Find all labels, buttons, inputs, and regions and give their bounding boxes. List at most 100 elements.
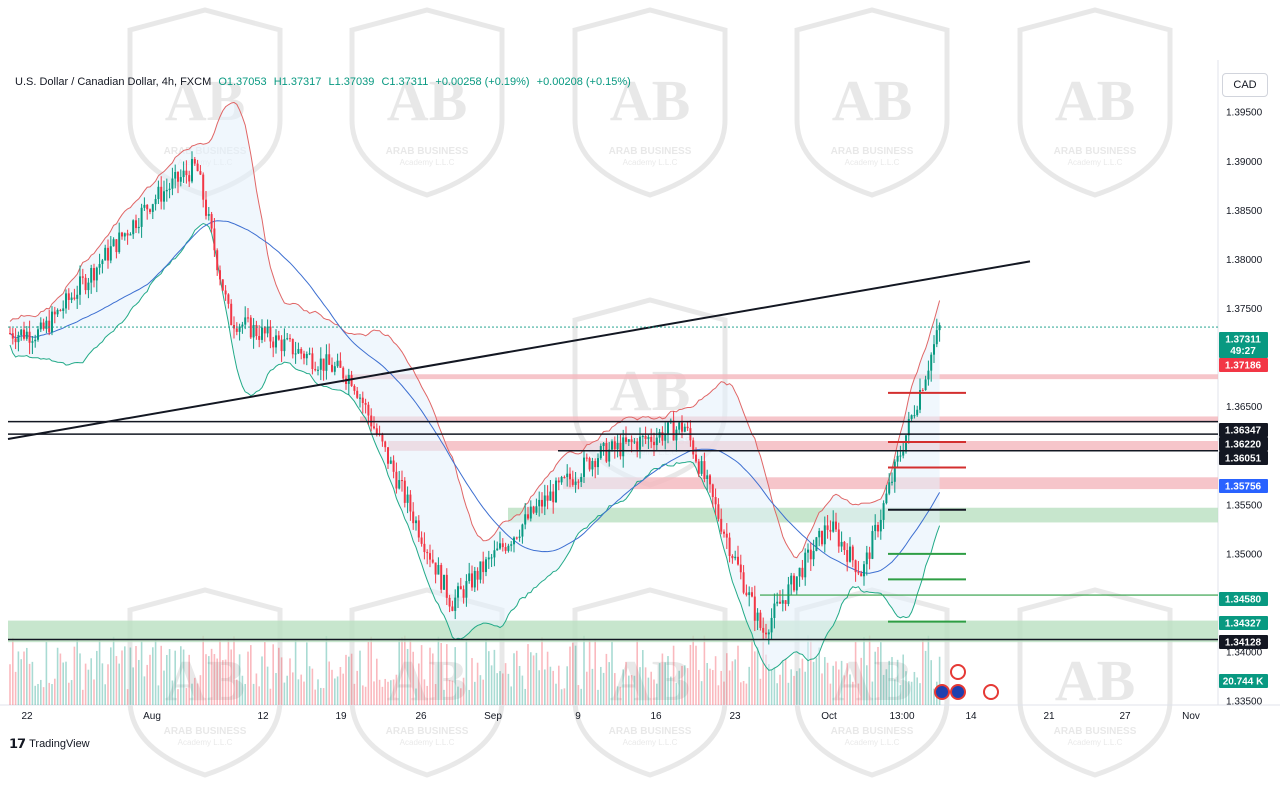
- candle-body: [597, 458, 599, 468]
- currency-button[interactable]: CAD: [1222, 73, 1268, 97]
- volume-bar: [905, 671, 907, 705]
- shield-outline: [349, 7, 505, 198]
- candle-body: [185, 170, 188, 176]
- candle-body: [905, 435, 907, 452]
- candle-body: [695, 454, 697, 462]
- volume-bar: [409, 639, 412, 705]
- volume-bar: [653, 679, 655, 705]
- volume-bar: [530, 652, 532, 705]
- shield-outline: [127, 587, 283, 778]
- candle-body: [79, 276, 81, 295]
- watermark-subtext: Academy L.L.C: [400, 158, 455, 167]
- volume-bar: [152, 647, 154, 705]
- candle-body: [45, 320, 48, 329]
- volume-bar: [334, 678, 336, 705]
- candle-body: [504, 547, 507, 551]
- volume-bar: [748, 666, 750, 705]
- candle-body: [406, 494, 409, 503]
- candle-body: [291, 339, 294, 355]
- time-axis[interactable]: 22 Aug 12 19 26 Sep 9 16 23 Oct 13:00 14 21 27 Nov: [21, 711, 1199, 722]
- candle-body: [471, 573, 473, 588]
- volume-bar: [580, 688, 582, 705]
- volume-bar: [787, 682, 790, 705]
- volume-bar: [572, 642, 574, 705]
- volume-bar: [796, 671, 798, 705]
- candle-body: [434, 562, 437, 575]
- volume-bar: [362, 685, 364, 705]
- volume-bar: [790, 669, 792, 705]
- volume-bar: [418, 663, 420, 705]
- volume-bar: [846, 663, 848, 705]
- volume-bar: [37, 683, 39, 705]
- volume-bar: [493, 649, 496, 705]
- candle-body: [893, 461, 896, 482]
- candle-body: [521, 524, 524, 537]
- volume-bar: [874, 651, 876, 705]
- support-zone: [8, 620, 1218, 643]
- x-tick-label: Oct: [821, 711, 837, 722]
- candle-body: [168, 188, 171, 190]
- candle-body: [879, 519, 882, 532]
- candle-body: [529, 506, 532, 519]
- candle-body: [311, 353, 314, 369]
- candle-body: [546, 495, 549, 501]
- candle-body: [353, 385, 356, 391]
- volume-bar: [801, 658, 804, 705]
- candle-body: [501, 543, 504, 548]
- volume-bar: [247, 651, 249, 705]
- volume-bar: [885, 669, 888, 705]
- volume-bar: [773, 667, 776, 705]
- candle-body: [787, 584, 790, 604]
- volume-bar: [325, 636, 328, 705]
- candle-body: [163, 191, 165, 202]
- volume-bar: [678, 670, 680, 705]
- volume-bar: [852, 681, 854, 705]
- volume-bar: [182, 649, 185, 705]
- candle-body: [87, 282, 90, 291]
- candle-body: [613, 441, 616, 450]
- volume-bar: [891, 657, 893, 705]
- price-label-box: [1219, 616, 1268, 630]
- event-icons[interactable]: [934, 664, 999, 700]
- watermark-text: ARAB BUSINESS: [609, 146, 692, 157]
- legend-close: C1.37311: [381, 76, 429, 88]
- trendline[interactable]: [7, 260, 1031, 441]
- candle-body: [807, 549, 809, 553]
- grid: [0, 60, 1280, 706]
- candle-body: [616, 442, 619, 450]
- volume-bar: [59, 653, 62, 705]
- volume-bar: [177, 689, 179, 705]
- volume-bar: [619, 686, 622, 705]
- price-label-value: 1.34327: [1225, 619, 1262, 630]
- volume-bar: [622, 669, 624, 705]
- volume-bar: [527, 644, 529, 705]
- candle-body: [731, 555, 734, 559]
- candle-body: [160, 186, 163, 202]
- volume-bar: [692, 635, 694, 705]
- candle-body: [580, 476, 583, 482]
- volume-bar: [208, 656, 210, 705]
- candle-body: [585, 457, 588, 459]
- candle-body: [888, 482, 891, 494]
- tradingview-logo[interactable]: 𝟭𝟳 TradingView: [9, 736, 90, 752]
- candle-body: [812, 550, 815, 560]
- candle-body: [314, 368, 317, 371]
- volume-bar: [922, 639, 924, 705]
- horizontal-levels[interactable]: [8, 420, 1218, 641]
- candle-body: [123, 233, 126, 237]
- watermark-monogram: AB: [610, 648, 691, 713]
- volume-bar: [387, 681, 389, 705]
- candle-body: [415, 520, 417, 524]
- resistance-zone: [345, 374, 1218, 380]
- price-axis[interactable]: 1.39500 1.39000 1.38500 1.38000 1.37500 1.365…: [1226, 108, 1263, 708]
- candle-body: [182, 170, 185, 178]
- volume-bar: [79, 653, 81, 705]
- volume-bar: [524, 688, 526, 705]
- candle-body: [42, 322, 45, 329]
- volume-bar: [62, 662, 64, 705]
- candle-body: [700, 461, 703, 474]
- candle-body: [563, 477, 566, 479]
